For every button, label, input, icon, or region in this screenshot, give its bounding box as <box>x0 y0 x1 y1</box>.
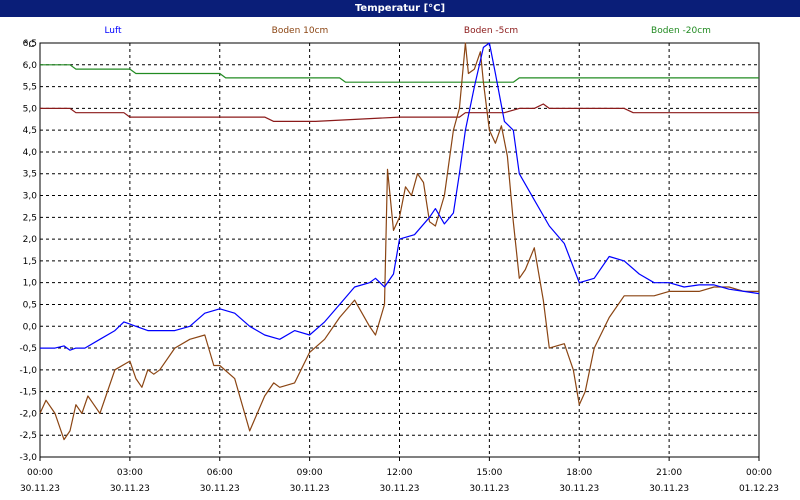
x-tick-time: 09:00 <box>297 468 323 478</box>
x-tick-date: 30.11.23 <box>469 484 509 494</box>
x-tick-date: 01.12.23 <box>739 484 779 494</box>
y-tick-label: -0,5 <box>19 344 37 354</box>
x-tick-date: 30.11.23 <box>200 484 240 494</box>
legend-boden-10cm: Boden 10cm <box>272 26 329 36</box>
y-tick-label: 2,5 <box>23 213 37 223</box>
x-tick-date: 30.11.23 <box>20 484 60 494</box>
y-tick-label: 1,5 <box>23 257 37 267</box>
series-line-boden-20cm <box>40 64 759 83</box>
series-line-boden-5cm <box>40 103 759 123</box>
x-tick-date: 30.11.23 <box>559 484 599 494</box>
x-tick-time: 00:00 <box>746 468 772 478</box>
x-tick-date: 30.11.23 <box>649 484 689 494</box>
y-tick-label: -3,0 <box>19 453 37 463</box>
y-tick-label: 1,0 <box>23 279 38 289</box>
x-tick-time: 18:00 <box>566 468 592 478</box>
y-tick-label: 4,5 <box>23 126 37 136</box>
legend-boden-20cm: Boden -20cm <box>651 26 711 36</box>
x-tick-time: 06:00 <box>207 468 233 478</box>
y-tick-label: 2,0 <box>23 235 38 245</box>
y-tick-label: -1,5 <box>19 388 37 398</box>
y-tick-label: -2,5 <box>19 431 37 441</box>
y-axis-unit: °C <box>24 40 35 50</box>
y-tick-label: 0,0 <box>23 322 38 332</box>
y-tick-label: -2,0 <box>19 409 37 419</box>
x-tick-time: 21:00 <box>656 468 682 478</box>
legend-luft: Luft <box>104 26 122 36</box>
chart-title: Temperatur [°C] <box>0 0 800 17</box>
x-tick-time: 03:00 <box>117 468 143 478</box>
chart: 6,5 6,0 5,5 5,0 4,5 4,0 3,5 3,0 2,5 2,0 1,5 1,0 0,5 0… <box>19 26 779 494</box>
x-tick-date: 30.11.23 <box>290 484 330 494</box>
y-tick-label: 5,0 <box>23 104 38 114</box>
x-tick-date: 30.11.23 <box>110 484 150 494</box>
y-tick-label: 3,0 <box>23 192 38 202</box>
y-tick-label: -1,0 <box>19 366 37 376</box>
legend-boden-5cm: Boden -5cm <box>464 26 518 36</box>
x-tick-time: 00:00 <box>27 468 53 478</box>
y-tick-label: 5,5 <box>23 83 37 93</box>
series-line-luft <box>40 42 760 351</box>
y-tick-label: 3,5 <box>23 170 37 180</box>
x-tick-time: 15:00 <box>476 468 502 478</box>
series-line-boden-10cm <box>39 42 759 441</box>
y-tick-label: 6,0 <box>23 61 38 71</box>
x-tick-date: 30.11.23 <box>379 484 419 494</box>
y-tick-label: 0,5 <box>23 300 37 310</box>
y-tick-label: 6,5 <box>23 39 37 49</box>
y-tick-label: 4,0 <box>23 148 38 158</box>
x-tick-time: 12:00 <box>387 468 413 478</box>
